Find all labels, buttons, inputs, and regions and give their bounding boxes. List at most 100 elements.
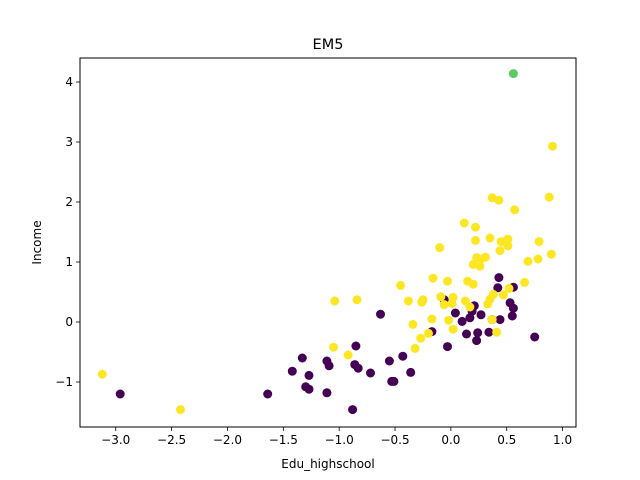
x-tick-label: −1.5 (269, 433, 298, 447)
data-point (428, 273, 438, 283)
data-point (484, 327, 494, 337)
x-tick-label: −2.5 (157, 433, 186, 447)
data-point (530, 332, 540, 342)
data-point (473, 328, 483, 338)
data-point (443, 276, 452, 286)
data-point (533, 254, 543, 264)
data-point (443, 342, 452, 352)
data-point (494, 273, 504, 283)
y-axis-label: Income (30, 220, 44, 264)
data-point (351, 341, 361, 351)
data-point (495, 315, 505, 325)
data-point (389, 376, 399, 386)
points-layer (97, 69, 557, 415)
x-tick-label: 0.5 (497, 433, 516, 447)
data-point (508, 303, 518, 313)
data-point (176, 405, 185, 415)
data-point (416, 333, 426, 343)
data-point (324, 361, 334, 371)
data-point (448, 324, 458, 334)
x-tick-label: −3.0 (101, 433, 130, 447)
data-point (352, 295, 362, 305)
data-point (348, 405, 358, 415)
data-point (457, 316, 467, 326)
data-point (408, 319, 418, 329)
data-point (418, 295, 428, 305)
data-point (459, 218, 469, 228)
data-point (424, 328, 433, 338)
data-point (494, 195, 504, 205)
data-point (396, 280, 406, 290)
data-point (507, 311, 517, 321)
data-point (115, 389, 125, 399)
data-point (481, 252, 490, 262)
data-point (287, 366, 297, 376)
y-tick-label: −1 (55, 375, 73, 389)
data-point (520, 277, 530, 287)
x-axis-label: Edu_highschool (281, 457, 374, 471)
data-point (353, 363, 363, 373)
data-point (329, 342, 339, 352)
data-point (492, 327, 502, 337)
data-point (343, 350, 353, 360)
data-point (448, 292, 458, 302)
data-point (472, 336, 482, 346)
data-point (493, 283, 503, 293)
data-point (508, 69, 518, 79)
chart-title: EM5 (313, 37, 344, 53)
data-point (488, 289, 498, 299)
data-point (366, 368, 375, 378)
data-point (435, 243, 445, 253)
data-point (546, 249, 556, 259)
data-point (503, 241, 513, 251)
data-point (487, 315, 497, 325)
data-point (485, 233, 495, 243)
data-point (510, 205, 520, 215)
data-point (495, 246, 505, 256)
data-point (504, 283, 514, 293)
data-point (471, 235, 480, 245)
x-tick-label: 0.0 (441, 433, 460, 447)
data-point (444, 315, 454, 325)
data-point (450, 308, 460, 318)
y-tick-label: 3 (65, 135, 73, 149)
x-tick-label: −1.0 (325, 433, 354, 447)
data-point (376, 309, 385, 319)
x-axis: −3.0 −2.5 −2.0 −1.5 −1.0 −0.5 0.0 0.5 1.0 (101, 427, 572, 447)
data-point (304, 384, 314, 394)
data-point (471, 222, 480, 232)
data-point (427, 314, 437, 324)
data-point (97, 369, 107, 379)
data-point (406, 367, 416, 377)
data-point (384, 356, 394, 366)
data-point (462, 329, 471, 339)
data-point (398, 351, 408, 361)
data-point (503, 234, 513, 244)
data-point (330, 296, 340, 306)
data-point (304, 370, 314, 380)
x-tick-label: −0.5 (380, 433, 409, 447)
data-point (465, 302, 475, 312)
data-point (439, 300, 449, 310)
data-point (322, 388, 332, 398)
data-point (410, 343, 420, 353)
y-axis: −1 0 1 2 3 4 (55, 75, 80, 389)
data-point (263, 389, 273, 399)
data-point (468, 279, 478, 289)
data-point (475, 261, 485, 271)
y-tick-label: 1 (65, 255, 73, 269)
data-point (523, 256, 533, 266)
y-tick-label: 0 (65, 315, 73, 329)
data-point (498, 290, 508, 300)
y-tick-label: 2 (65, 195, 73, 209)
x-tick-label: 1.0 (553, 433, 572, 447)
data-point (436, 292, 446, 302)
data-point (548, 141, 557, 151)
data-point (544, 192, 554, 202)
data-point (297, 353, 307, 363)
plot-frame (79, 57, 577, 428)
data-point (534, 237, 544, 247)
data-point (403, 296, 413, 306)
y-tick-label: 4 (65, 75, 73, 89)
